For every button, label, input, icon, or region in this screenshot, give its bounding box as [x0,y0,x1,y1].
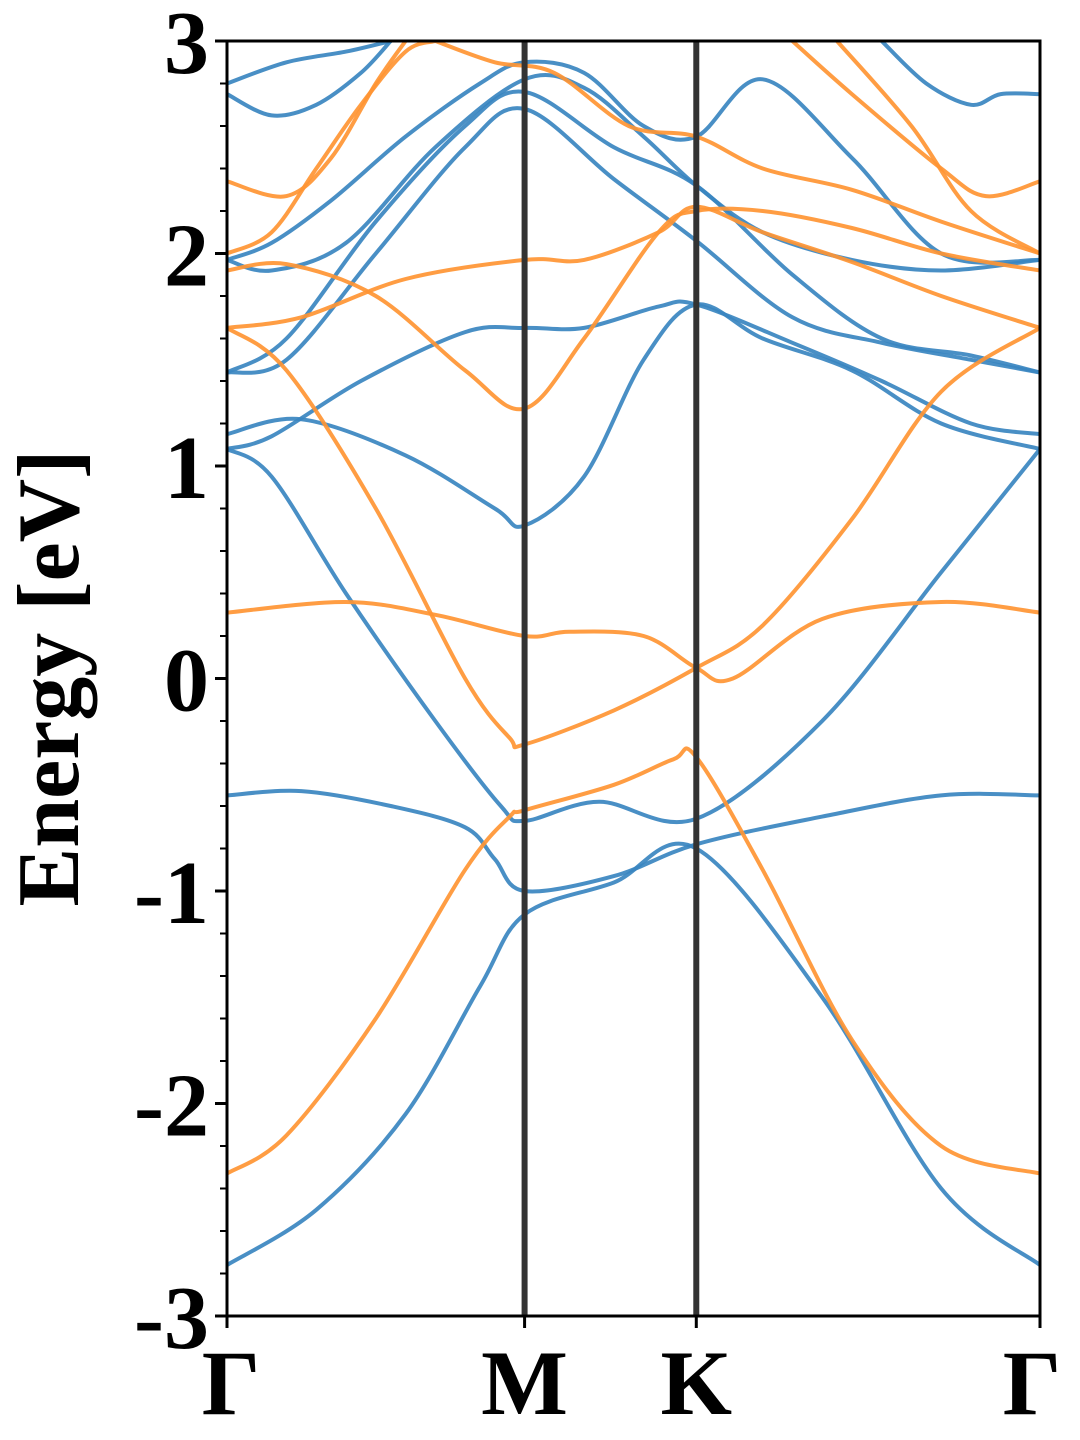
y-tick-label: 3 [164,0,209,93]
blue-band-10 [227,41,393,118]
blue-band-2 [227,788,1040,894]
kpoint-dividers [521,41,700,1316]
blue-band-1 [227,841,1040,1267]
y-tick-label: 1 [164,419,209,518]
blue-band-4 [227,302,1040,529]
orange-band-19 [227,41,408,199]
y-ticks: -3 -2 -1 0 1 2 3 [134,0,227,1368]
x-tick-label: K [661,1332,733,1434]
y-tick-label: 2 [164,207,209,306]
x-tick-label: M [481,1332,568,1434]
y-tick-label: 0 [164,632,209,731]
blue-band-8 [227,72,1040,273]
blue-band-12 [227,41,393,86]
orange-band-21 [790,41,1040,199]
blue-band-7 [227,89,1040,375]
blue-band-11 [879,41,1040,107]
orange-band-13 [227,746,1040,1176]
orange-band-17 [227,206,1040,412]
y-tick-label: -1 [134,844,209,943]
blue-band-3 [227,447,1040,825]
y-tick-label: -3 [134,1269,209,1368]
blue-band-9 [227,59,1040,265]
series-layer [227,41,1040,1267]
y-axis-label: Energy [eV] [1,450,98,907]
x-tick-label: Γ [202,1332,261,1434]
y-tick-label: -2 [134,1057,209,1156]
x-tick-label: Γ [1003,1332,1062,1434]
blue-band-5 [227,299,1040,451]
orange-band-18 [227,41,438,256]
orange-band-15 [227,599,1040,684]
orange-band-14 [227,325,1040,750]
orange-band-22 [835,41,1040,256]
